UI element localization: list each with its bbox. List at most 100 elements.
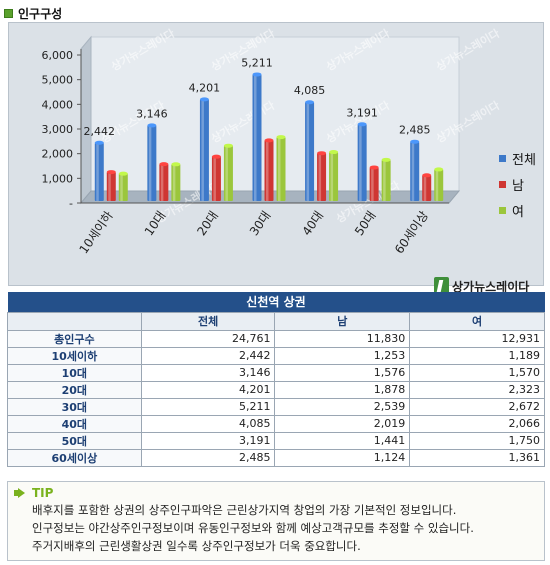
chart-side-wall xyxy=(80,35,92,205)
bar xyxy=(199,99,209,201)
row-label: 60세이상 xyxy=(7,448,142,467)
bar-cap xyxy=(317,151,327,156)
bar-highlight xyxy=(359,124,362,201)
cell-female: 1,570 xyxy=(409,363,545,382)
tip-line: 주거지배후의 근린생활상권 일수록 상주인구정보가 더욱 중요합니다. xyxy=(32,539,361,553)
cell-male: 11,830 xyxy=(274,329,411,348)
bar-cap xyxy=(422,173,432,178)
speaker-icon xyxy=(14,488,28,498)
x-tick-label: 20대 xyxy=(194,209,221,239)
bar-cap xyxy=(223,143,233,148)
bar xyxy=(264,140,274,201)
bar-cap xyxy=(357,122,367,127)
logo-mark-icon xyxy=(434,277,449,295)
bar xyxy=(106,172,116,201)
cell-total: 3,191 xyxy=(140,431,276,450)
y-tick-label: 4,000 xyxy=(42,98,74,111)
table-row: 10대 3,146 1,576 1,570 xyxy=(7,363,545,382)
population-table-container: 신천역 상권 전체 남 여 총인구수 24,761 11,830 12,931 10세이… xyxy=(7,292,545,467)
bar-cap xyxy=(305,100,315,105)
bar xyxy=(369,167,379,201)
bar-cap xyxy=(252,72,262,77)
row-label: 40대 xyxy=(7,414,142,433)
x-tick-label: 40대 xyxy=(299,209,326,239)
y-tick-label: 6,000 xyxy=(42,49,74,62)
bar xyxy=(211,156,221,201)
tip-line: 인구정보는 야간상주인구정보이며 유동인구정보와 함께 예상고객규모를 추정할 … xyxy=(32,521,474,535)
bar-cap xyxy=(199,97,209,102)
tip-body: 배후지를 포함한 상권의 상주인구파악은 근린상가지역 창업의 가장 기본적인 … xyxy=(32,501,474,555)
y-tick-label: 5,000 xyxy=(42,74,74,87)
bar-cap xyxy=(264,138,274,143)
bar-highlight xyxy=(423,175,427,201)
x-tick-label: 10세이하 xyxy=(77,209,116,257)
bar xyxy=(159,164,169,201)
x-tick-label: 30대 xyxy=(247,209,274,239)
bar xyxy=(422,175,432,201)
cell-female: 12,931 xyxy=(409,329,545,348)
row-label: 10대 xyxy=(7,363,142,382)
legend-label-total: 전체 xyxy=(512,152,536,168)
col-header-female: 여 xyxy=(409,311,545,331)
cell-female: 1,750 xyxy=(409,431,545,450)
legend-item-total: 전체 xyxy=(499,145,536,171)
bar-cap xyxy=(381,157,391,162)
table-row: 60세이상 2,485 1,124 1,361 xyxy=(7,448,545,467)
tip-line: 배후지를 포함한 상권의 상주인구파악은 근린상가지역 창업의 가장 기본적인 … xyxy=(32,503,457,517)
data-label: 4,201 xyxy=(189,81,221,94)
cell-male: 1,124 xyxy=(274,448,411,467)
section-header: 인구구성 xyxy=(4,5,62,21)
bar xyxy=(252,74,262,201)
legend-swatch-total xyxy=(499,154,506,162)
cell-female: 2,066 xyxy=(409,414,545,433)
legend-swatch-male xyxy=(499,180,506,188)
legend-label-female: 여 xyxy=(512,204,524,220)
bar-highlight xyxy=(411,141,415,201)
bar-cap xyxy=(94,140,104,145)
y-tick-label: 3,000 xyxy=(42,123,74,136)
cell-male: 1,878 xyxy=(274,380,411,399)
tip-box: TIP 배후지를 포함한 상권의 상주인구파악은 근린상가지역 창업의 가장 기… xyxy=(7,481,545,561)
bar-highlight xyxy=(213,156,216,201)
tip-header: TIP xyxy=(14,486,53,500)
row-label: 50대 xyxy=(7,431,142,450)
bar xyxy=(171,164,181,201)
cell-male: 1,441 xyxy=(274,431,411,450)
table-row: 총인구수 24,761 11,830 12,931 xyxy=(7,329,545,348)
bar-cap xyxy=(171,162,181,167)
cell-total: 2,442 xyxy=(140,346,276,365)
bar xyxy=(118,173,128,201)
bar-highlight xyxy=(225,145,228,201)
table-header-row: 전체 남 여 xyxy=(7,311,545,331)
bar-cap xyxy=(369,165,379,170)
y-tick-label: 1,000 xyxy=(42,172,74,185)
bar-highlight xyxy=(201,99,204,201)
cell-female: 1,361 xyxy=(409,448,545,467)
cell-male: 1,576 xyxy=(274,363,411,382)
bar-highlight xyxy=(318,153,322,201)
population-table: 신천역 상권 전체 남 여 총인구수 24,761 11,830 12,931 10세이… xyxy=(7,292,545,467)
y-tick-label: - xyxy=(69,197,73,210)
data-label: 3,191 xyxy=(346,106,378,119)
table-row: 50대 3,191 1,441 1,750 xyxy=(7,431,545,450)
data-label: 3,146 xyxy=(136,107,168,120)
data-label: 5,211 xyxy=(241,56,273,69)
bar xyxy=(317,153,327,201)
bar-highlight xyxy=(278,137,281,201)
cell-total: 4,085 xyxy=(140,414,276,433)
bar-highlight xyxy=(160,164,164,201)
row-label: 총인구수 xyxy=(7,329,142,348)
cell-male: 1,253 xyxy=(274,346,411,365)
row-label: 10세이하 xyxy=(7,346,142,365)
legend-item-male: 남 xyxy=(499,171,536,197)
row-label: 30대 xyxy=(7,397,142,416)
cell-total: 24,761 xyxy=(140,329,276,348)
bar-cap xyxy=(147,123,157,128)
legend-label-male: 남 xyxy=(512,178,524,194)
data-label: 4,085 xyxy=(294,84,326,97)
table-row: 40대 4,085 2,019 2,066 xyxy=(7,414,545,433)
bar xyxy=(94,142,104,201)
data-label: 2,485 xyxy=(399,124,431,137)
bar-cap xyxy=(276,135,286,140)
